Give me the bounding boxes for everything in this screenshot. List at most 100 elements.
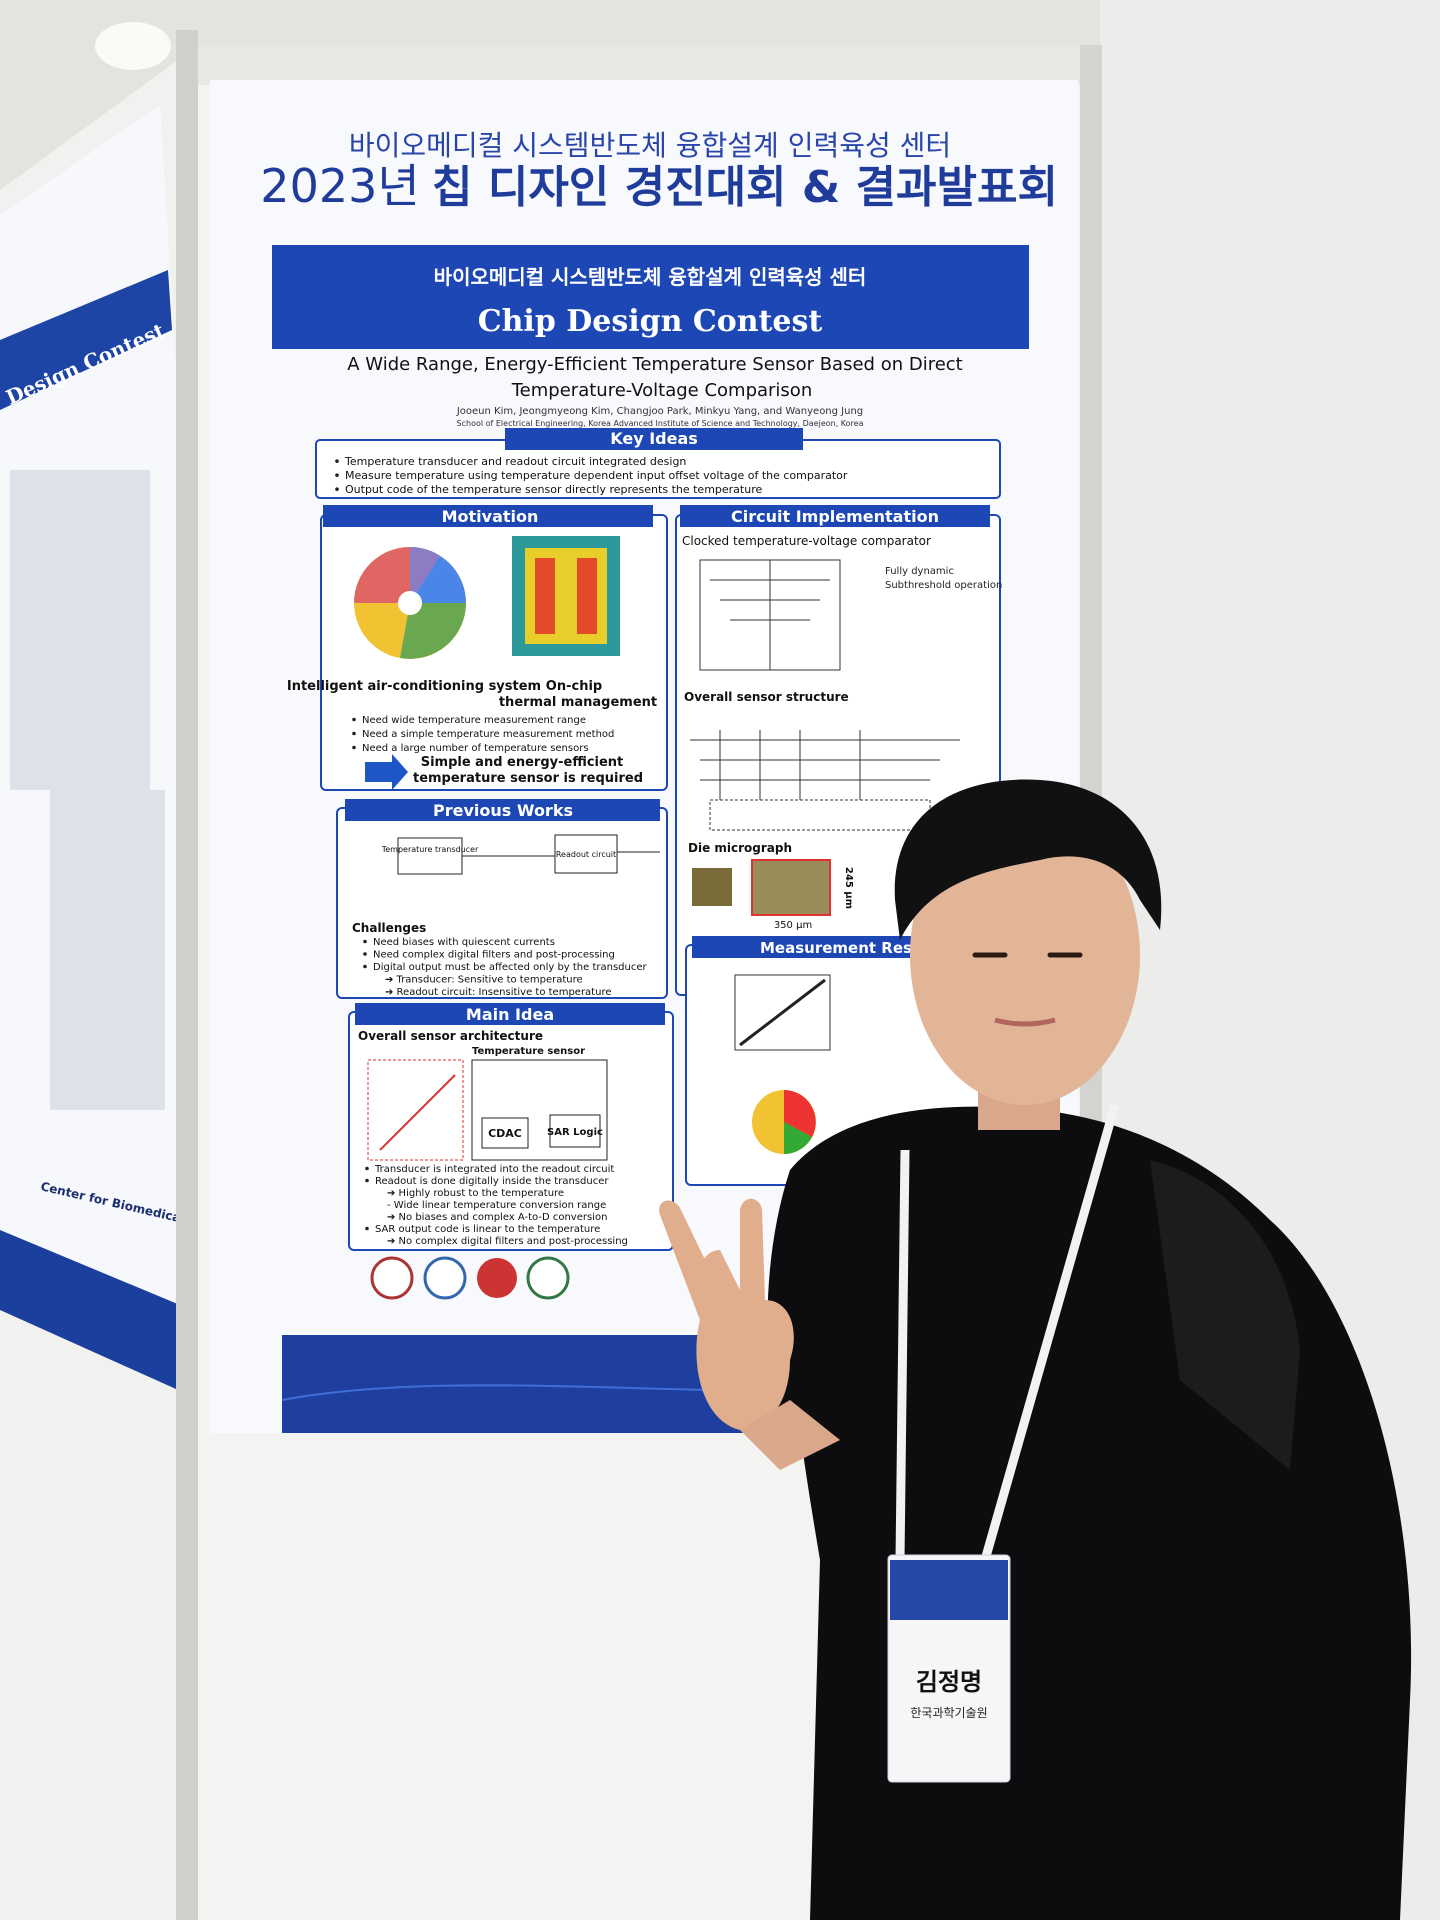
paper-authors: Jooeun Kim, Jeongmyeong Kim, Changjoo Pa…: [456, 406, 863, 417]
schematic-wires: [710, 560, 830, 670]
block-label: SAR Logic: [547, 1127, 603, 1138]
subheading: Challenges: [352, 921, 426, 935]
block-label: Temperature transducer: [381, 845, 479, 854]
motivation-list: Need wide temperature measurement range N…: [352, 715, 614, 754]
bullet: [363, 964, 367, 969]
bullet-text: ➔ No complex digital filters and post-pr…: [387, 1236, 628, 1247]
board-post: [176, 30, 198, 1920]
section-heading: Previous Works: [433, 801, 573, 820]
badge-header: [890, 1560, 1008, 1620]
thermal-core: [577, 558, 597, 634]
bullet: [335, 459, 339, 463]
ceiling-light: [95, 22, 171, 70]
banner-title: Chip Design Contest: [478, 304, 823, 339]
pie-part: [410, 547, 440, 603]
bullet-text: Readout is done digitally inside the tra…: [375, 1176, 609, 1187]
bullet-text: Measure temperature using temperature de…: [345, 469, 848, 482]
block: [397, 837, 463, 875]
bullet: [352, 731, 356, 736]
figure-caption: Intelligent air-conditioning system: [287, 679, 541, 694]
bullet: [363, 952, 367, 956]
logo: [370, 1256, 414, 1300]
bullet-text: Digital output must be affected only by …: [373, 962, 648, 973]
badge-org: 한국과학기술원: [910, 1706, 987, 1720]
poster-header-year: 2023년: [260, 159, 419, 213]
section-heading: Main Idea: [466, 1005, 554, 1024]
poster-header-title: 칩 디자인 경진대회 & 결과발표회: [432, 162, 1058, 213]
arm: [767, 1170, 860, 1440]
logo: [477, 1258, 517, 1298]
pie-part: [354, 547, 410, 603]
bullet: [365, 1166, 369, 1171]
circuit-note: Fully dynamic: [885, 566, 954, 577]
bullet-text: Transducer is integrated into the readou…: [374, 1164, 614, 1175]
banner-kr: 바이오메디컬 시스템반도체 융합설계 인력육성 센터: [434, 265, 867, 289]
block-label: CDAC: [488, 1127, 522, 1140]
section-heading: Circuit Implementation: [731, 507, 939, 526]
bullet-text: Need a large number of temperature senso…: [362, 743, 589, 754]
bullet-text: SAR output code is linear to the tempera…: [375, 1224, 600, 1235]
pie-part: [400, 603, 466, 659]
bullet: [363, 939, 367, 944]
left-poster-results: [50, 790, 165, 1110]
wrist: [740, 1400, 840, 1470]
left-poster-figures: [10, 470, 150, 790]
bullet-text: ➔ Readout circuit: Insensitive to temper…: [385, 987, 612, 998]
bullet-text: - Wide linear temperature conversion ran…: [387, 1200, 606, 1211]
figure-caption: thermal management: [499, 695, 657, 710]
section-heading: Measurement Res: [760, 939, 912, 957]
circuit-subheading: Clocked temperature-voltage comparator: [682, 534, 931, 548]
bullet-text: Need biases with quiescent currents: [373, 937, 555, 948]
paper-title: A Wide Range, Energy-Efficient Temperatu…: [347, 354, 962, 375]
circuit-subheading: Overall sensor structure: [684, 690, 849, 704]
bullet: [365, 1178, 369, 1183]
bullet-text: ➔ Highly robust to the temperature: [387, 1188, 564, 1199]
bullet-text: Need wide temperature measurement range: [362, 715, 586, 726]
left-poster-content: [10, 470, 165, 1110]
bullet-text: ➔ Transducer: Sensitive to temperature: [385, 975, 583, 986]
logos: [370, 1256, 570, 1300]
bullet: [352, 717, 356, 722]
hair: [894, 779, 1162, 940]
previous-works-list: Need biases with quiescent currents Need …: [363, 937, 648, 998]
thermal-core: [535, 558, 555, 634]
section-heading-bg: [323, 505, 653, 527]
logo: [526, 1256, 570, 1300]
die-dimension: 245 μm: [843, 867, 854, 909]
bullet: [365, 1226, 369, 1231]
block: [554, 834, 618, 874]
left-poster-banner: [0, 270, 172, 410]
pie-part: [784, 1090, 816, 1137]
bullet-text: Need complex digital filters and post-pr…: [373, 950, 615, 961]
circuit-note: Subthreshold operation: [885, 580, 1002, 591]
figure-caption: On-chip: [546, 679, 602, 694]
plot-line: [379, 1074, 456, 1151]
bullet: [335, 487, 339, 491]
logo: [423, 1256, 467, 1300]
key-ideas-list: Temperature transducer and readout circu…: [335, 455, 848, 496]
bullet: [352, 745, 356, 750]
arrow-icon: [365, 754, 408, 790]
block-label: Readout circuit: [556, 850, 616, 859]
circuit-subheading: Die micrograph: [688, 841, 792, 855]
die-photo: [751, 859, 831, 916]
section-heading: Key Ideas: [610, 429, 698, 448]
pie-hole: [398, 591, 422, 615]
plot-line: [739, 978, 826, 1047]
board-top: [198, 45, 1080, 85]
paper-affiliation: School of Electrical Engineering, Korea …: [457, 419, 864, 428]
block: [481, 1117, 529, 1149]
block: [549, 1114, 601, 1148]
section-heading: Motivation: [442, 507, 539, 526]
main-idea-list: Transducer is integrated into the readou…: [365, 1164, 628, 1247]
schematic-wires: [690, 730, 960, 800]
face: [910, 805, 1140, 1105]
die-dimension: 350 μm: [774, 920, 812, 931]
finger: [659, 1200, 722, 1320]
plot-frame: [367, 1059, 464, 1161]
badge-name: 김정명: [916, 1668, 982, 1696]
die-photo: [692, 868, 732, 906]
section-heading-bg: [505, 428, 803, 450]
backpack-strap: [1150, 1160, 1300, 1470]
